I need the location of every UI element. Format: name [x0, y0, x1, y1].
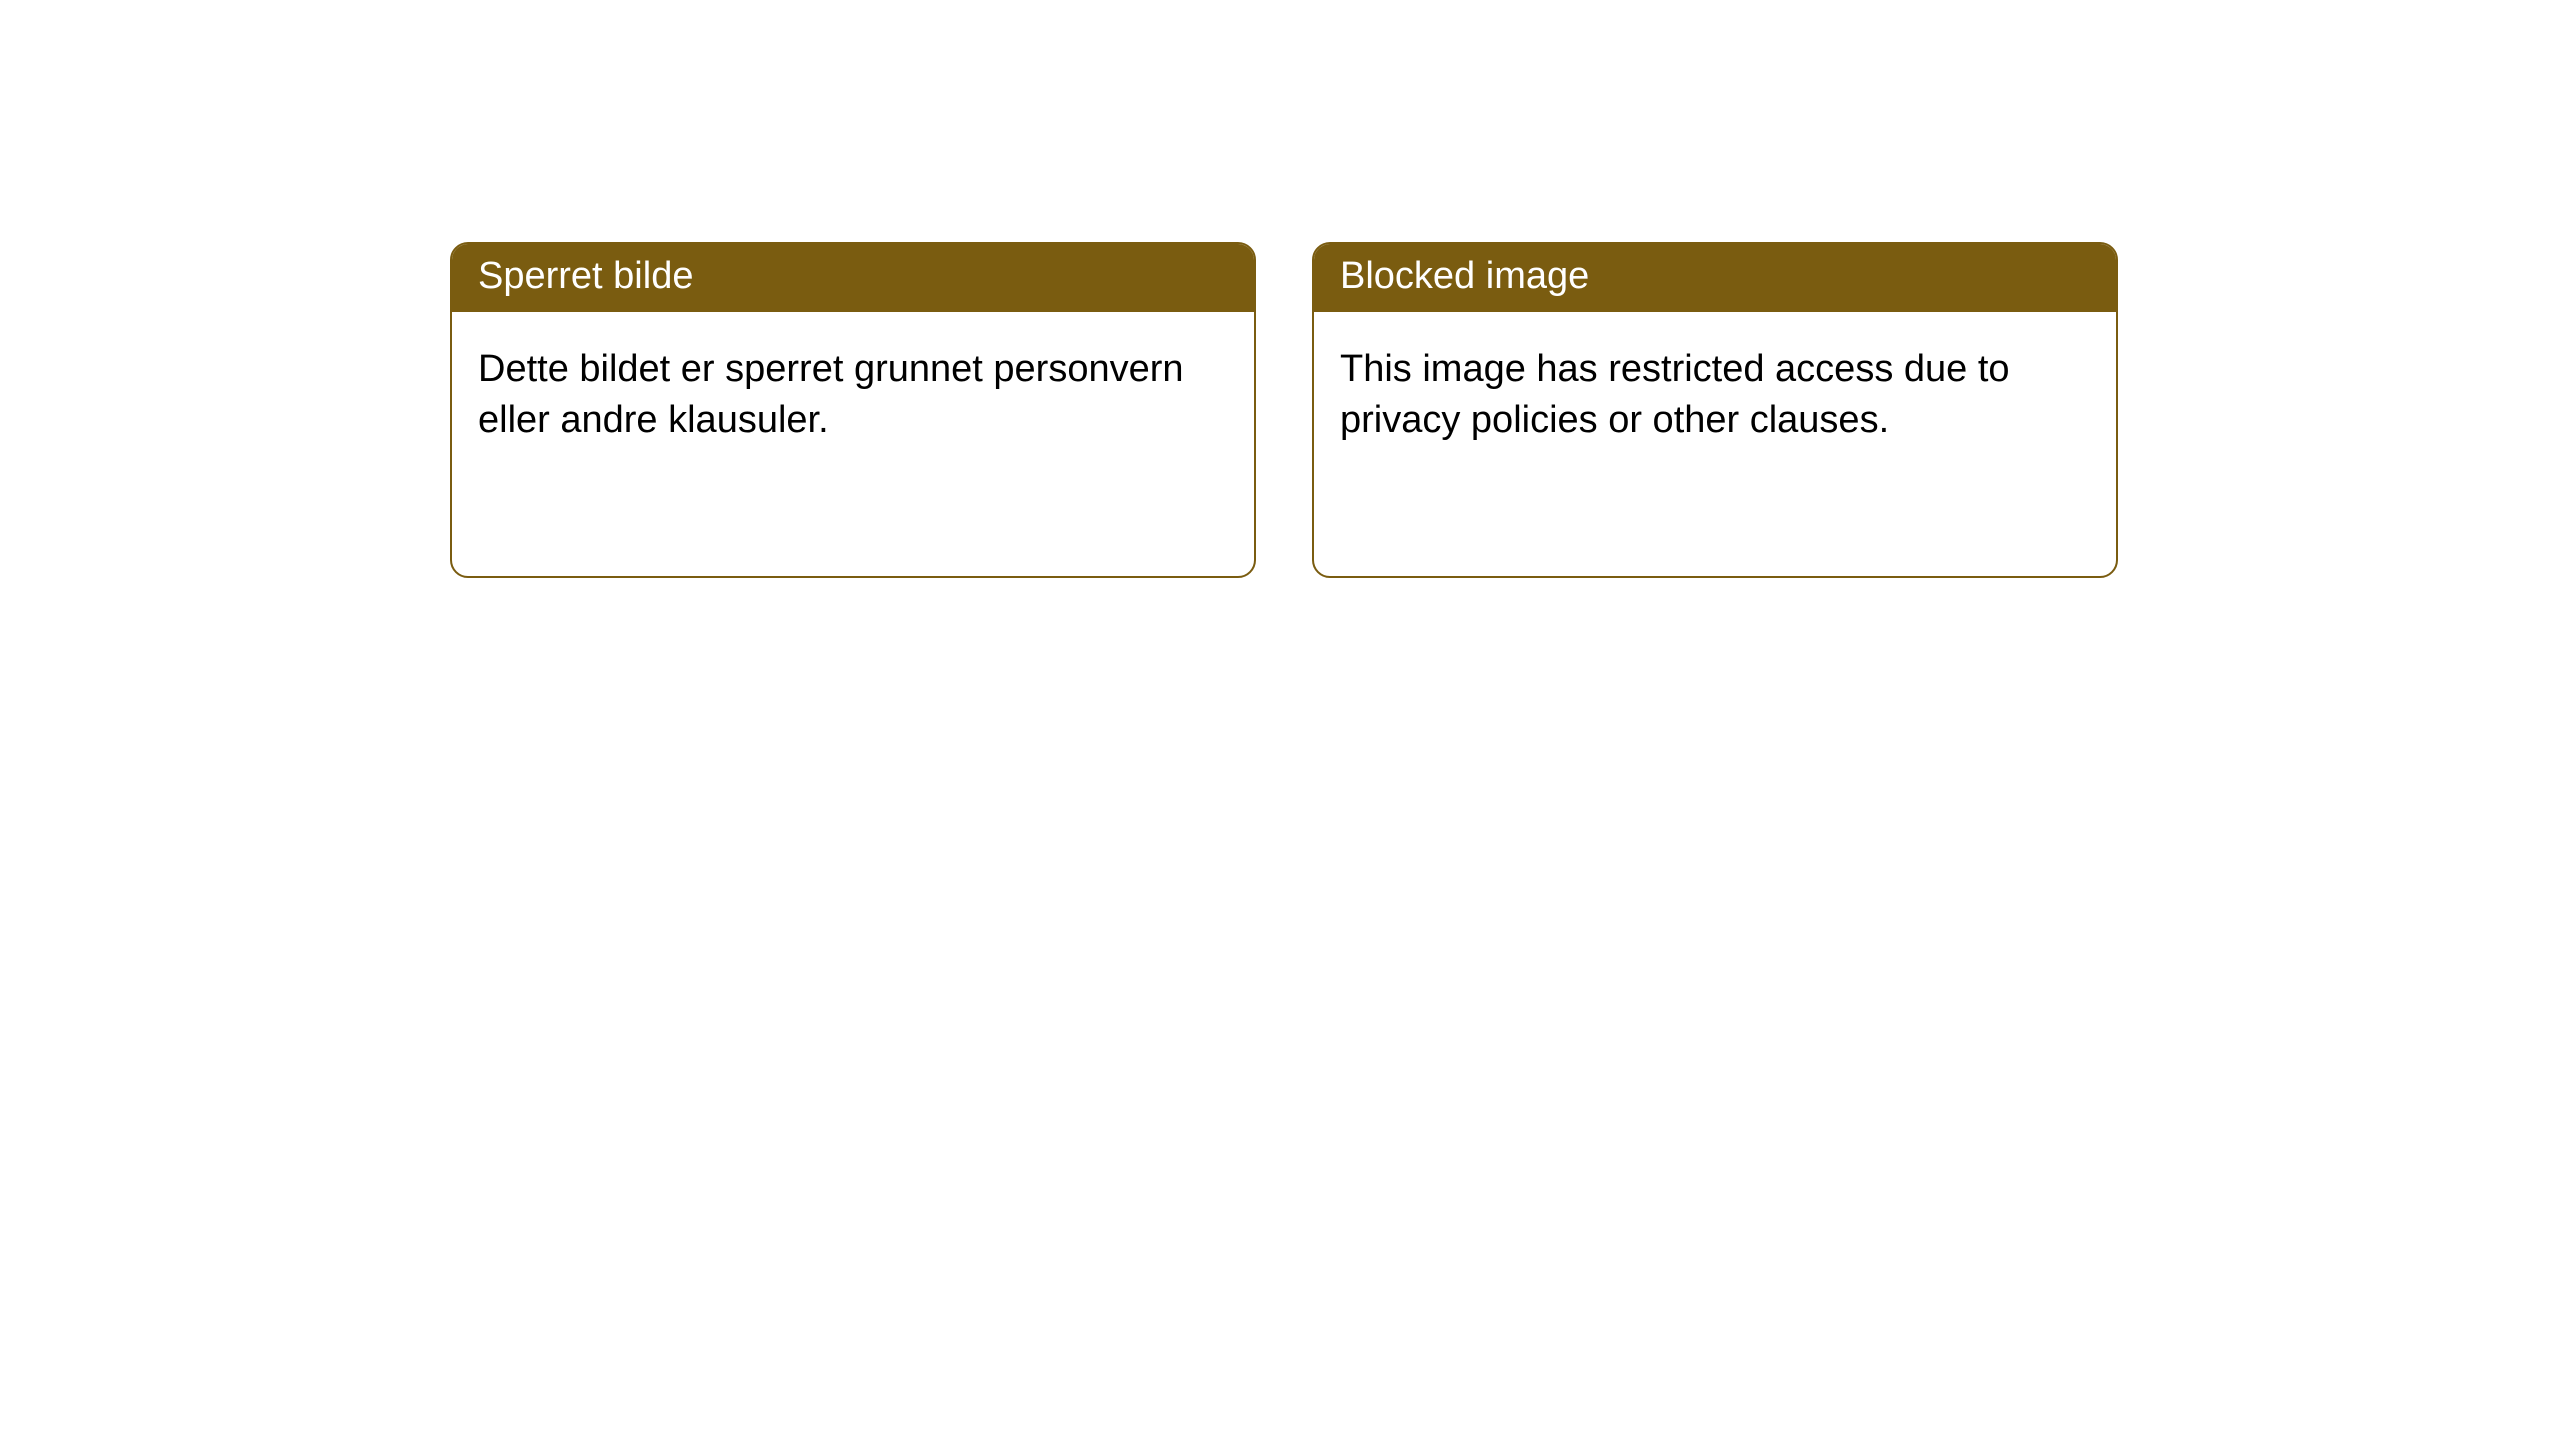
blocked-image-card-no: Sperret bilde Dette bildet er sperret gr… — [450, 242, 1256, 578]
card-body-no: Dette bildet er sperret grunnet personve… — [452, 312, 1254, 479]
blocked-image-card-en: Blocked image This image has restricted … — [1312, 242, 2118, 578]
card-body-en: This image has restricted access due to … — [1314, 312, 2116, 479]
card-container: Sperret bilde Dette bildet er sperret gr… — [0, 0, 2560, 578]
card-header-no: Sperret bilde — [452, 244, 1254, 312]
card-header-en: Blocked image — [1314, 244, 2116, 312]
